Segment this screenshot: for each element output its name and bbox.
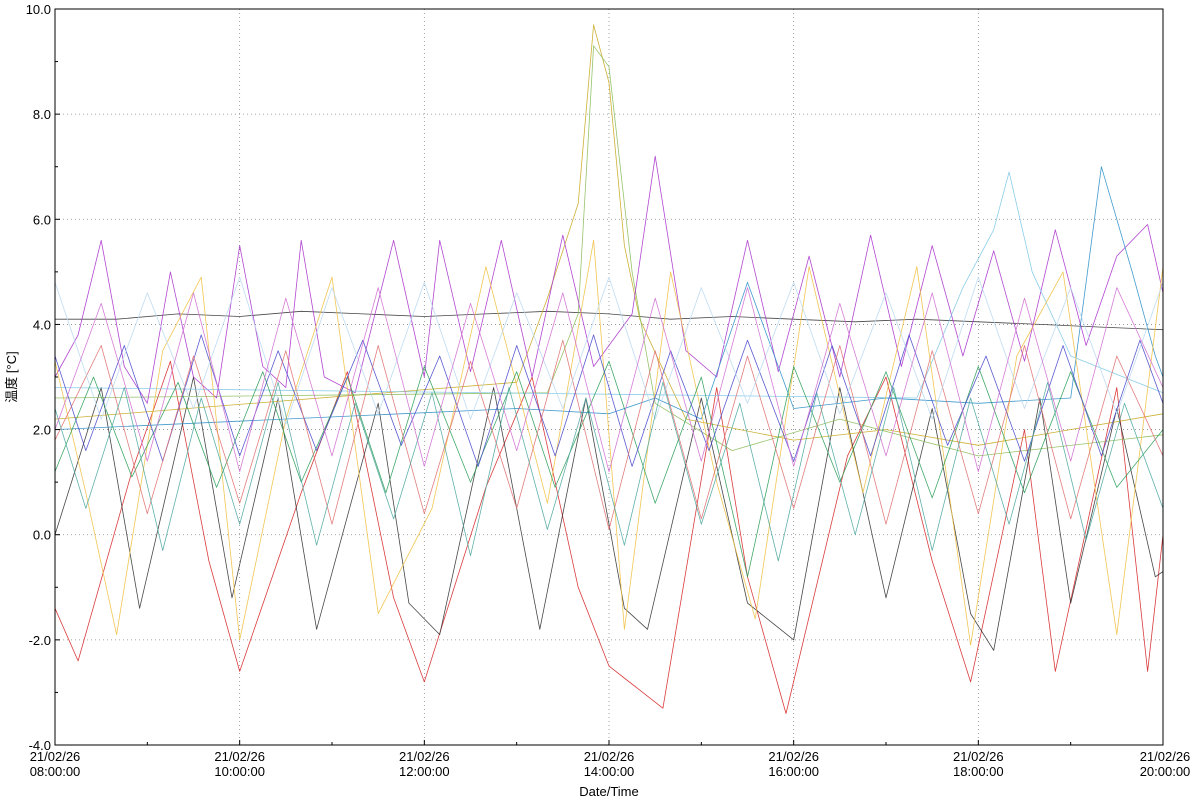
y-tick-label: 0.0: [33, 528, 51, 543]
series-line-11: [54, 334, 1164, 467]
x-tick-label-time: 18:00:00: [953, 764, 1004, 779]
x-tick-label-date: 21/02/26: [30, 749, 81, 764]
series-line-7: [54, 166, 1164, 430]
series-line-14: [54, 381, 1164, 562]
series-line-3: [55, 310, 1164, 331]
x-tick-labels: 21/02/2608:00:0021/02/2610:00:0021/02/26…: [30, 749, 1191, 779]
series-line-13: [54, 276, 1164, 425]
series-line-4: [54, 24, 1164, 446]
series-line-2: [54, 376, 1164, 651]
y-tick-label: 10.0: [26, 2, 51, 17]
x-tick-label-date: 21/02/26: [768, 749, 819, 764]
y-tick-label: 8.0: [33, 107, 51, 122]
x-tick-label-time: 20:00:00: [1140, 764, 1191, 779]
x-axis-title: Date/Time: [579, 784, 638, 799]
y-tick-label: 2.0: [33, 423, 51, 438]
y-tick-label: -2.0: [29, 633, 51, 648]
y-axis-title: 温度 [°C]: [4, 351, 19, 402]
series-line-6: [54, 155, 1164, 404]
y-tick-label: -4.0: [29, 738, 51, 753]
x-tick-label-date: 21/02/26: [584, 749, 635, 764]
x-tick-label-time: 14:00:00: [584, 764, 635, 779]
x-tick-label-date: 21/02/26: [953, 749, 1004, 764]
x-tick-label-time: 10:00:00: [214, 764, 265, 779]
x-tick-label-time: 08:00:00: [30, 764, 81, 779]
y-tick-label: 6.0: [33, 212, 51, 227]
x-tick-label-date: 21/02/26: [214, 749, 265, 764]
series-line-5: [54, 45, 1164, 457]
axis-ticks: [54, 8, 1164, 746]
y-tick-label: 4.0: [33, 317, 51, 332]
series-line-9: [54, 239, 1164, 646]
x-tick-label-time: 16:00:00: [768, 764, 819, 779]
x-tick-label-date: 21/02/26: [1140, 749, 1191, 764]
series-lines: [54, 24, 1164, 714]
series-line-12: [54, 339, 1164, 530]
x-tick-label-time: 12:00:00: [399, 764, 450, 779]
x-tick-label-date: 21/02/26: [399, 749, 450, 764]
series-line-15: [54, 287, 1164, 472]
y-tick-labels: -4.0 -2.0 0.0 2.0 4.0 6.0 8.0 10.0: [26, 2, 51, 753]
series-line-10: [54, 360, 1164, 578]
series-line-1: [54, 360, 1164, 714]
